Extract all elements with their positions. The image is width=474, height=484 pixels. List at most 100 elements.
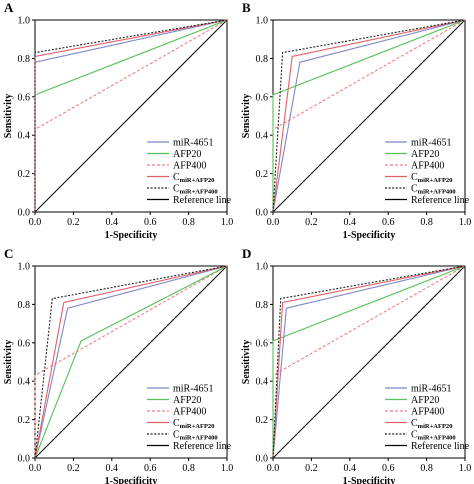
y-tick-label: 0.2 [18,169,31,180]
y-tick-label: 0.2 [18,415,31,426]
series-line-mir-4651 [34,265,228,459]
series-line-c-mir-afp20 [272,265,466,459]
x-axis-label: 1-Specificity [343,476,396,484]
y-tick-label: 0.8 [256,54,269,65]
legend-label: Reference line [173,195,232,206]
legend-label: CmiR+AFP20 [411,418,452,430]
legend: miR-4651AFP20AFP400CmiR+AFP20CmiR+AFP400… [385,138,470,206]
y-axis-label: Sensitivity [3,340,14,384]
legend-subscript: miR+AFP400 [418,189,456,196]
legend-label: CmiR+AFP20 [173,172,214,184]
legend-label: miR-4651 [173,384,214,395]
legend-subscript: miR+AFP400 [180,189,218,196]
y-axis-label: Sensitivity [241,94,252,138]
x-tick-label: 0.2 [67,463,80,474]
x-tick-label: 0.2 [67,217,80,228]
x-tick-label: 1.0 [221,463,234,474]
panel-letter: A [4,0,14,15]
x-tick-label: 0.0 [29,217,42,228]
series-line-afp20 [34,265,228,459]
y-tick-label: 0.4 [256,131,269,142]
series-line-mir-4651 [272,19,466,213]
x-tick-label: 0.4 [344,463,357,474]
legend-label: Reference line [411,441,470,452]
x-tick-label: 1.0 [221,217,234,228]
y-tick-label: 1.0 [256,16,269,27]
legend: miR-4651AFP20AFP400CmiR+AFP20CmiR+AFP400… [147,384,232,452]
y-tick-label: 0.4 [256,377,269,388]
legend-subscript: miR+AFP20 [180,177,215,184]
y-tick-label: 0.0 [256,208,269,219]
series-line-c-mir-afp400 [272,19,466,213]
legend-subscript: miR+AFP20 [418,177,453,184]
legend-label: CmiR+AFP20 [411,172,452,184]
x-tick-label: 0.0 [29,463,42,474]
series-line-mir-4651 [272,265,466,459]
series-line-c-mir-afp400 [34,19,228,212]
x-tick-label: 0.2 [305,217,318,228]
series-line-reference-line [272,19,466,213]
legend-label: AFP400 [173,161,206,172]
y-tick-label: 0.6 [256,338,269,349]
panel-letter: C [4,246,13,261]
legend-label: CmiR+AFP400 [411,184,456,196]
x-tick-label: 0.4 [106,463,119,474]
y-tick-label: 0.2 [256,415,269,426]
legend-label: AFP20 [173,395,201,406]
x-tick-label: 0.8 [182,463,195,474]
y-tick-label: 0.6 [18,92,31,103]
legend-label: AFP400 [411,407,444,418]
legend-label: CmiR+AFP400 [173,430,218,442]
legend-label: AFP400 [411,161,444,172]
x-tick-label: 0.8 [420,217,433,228]
panel-letter: B [242,0,251,15]
y-tick-label: 0.2 [256,169,269,180]
x-tick-label: 0.0 [267,217,280,228]
legend-label: miR-4651 [411,138,452,149]
y-tick-label: 1.0 [18,262,31,273]
x-tick-label: 0.6 [144,217,157,228]
series-line-reference-line [34,19,228,213]
y-tick-label: 1.0 [18,16,31,27]
legend-label: Reference line [411,195,470,206]
panel-a: A 0.0 0.2 0.4 0.6 0.8 1.0 0.0 0.2 0.4 0.6 0.8 1.0 1-S… [3,0,233,241]
y-tick-label: 0.0 [18,208,31,219]
y-tick-label: 0.4 [18,377,31,388]
y-tick-label: 0.0 [18,454,31,465]
x-tick-label: 0.6 [382,217,395,228]
y-tick-label: 0.8 [18,300,31,311]
y-tick-label: 1.0 [256,262,269,273]
panel-letter: D [242,246,251,261]
panel-c: C 0.0 0.2 0.4 0.6 0.8 1.0 0.0 0.2 0.4 0.6 0.8 1.0 1-S… [3,246,233,484]
y-tick-label: 0.6 [256,92,269,103]
x-tick-label: 0.8 [182,217,195,228]
x-axis-label: 1-Specificity [105,476,158,484]
series-line-afp20 [272,265,466,458]
x-tick-label: 1.0 [459,217,472,228]
panel-b: B 0.0 0.2 0.4 0.6 0.8 1.0 0.0 0.2 0.4 0.6 0.8 1.0 1-S… [241,0,471,241]
series-line-reference-line [34,265,228,459]
legend: miR-4651AFP20AFP400CmiR+AFP20CmiR+AFP400… [147,138,232,206]
x-tick-label: 0.4 [344,217,357,228]
legend-label: AFP20 [173,149,201,160]
y-tick-label: 0.4 [18,131,31,142]
legend-subscript: miR+AFP20 [418,423,453,430]
series-line-c-mir-afp20 [272,19,466,213]
plot-frame [34,265,228,459]
y-tick-label: 0.8 [256,300,269,311]
legend-label: miR-4651 [173,138,214,149]
y-tick-label: 0.8 [18,54,31,65]
legend-subscript: miR+AFP20 [180,423,215,430]
series-line-reference-line [272,265,466,459]
legend-label: AFP20 [411,395,439,406]
x-tick-label: 0.8 [420,463,433,474]
legend-subscript: miR+AFP400 [180,435,218,442]
legend-subscript: miR+AFP400 [418,435,456,442]
legend-label: AFP20 [411,149,439,160]
x-tick-label: 1.0 [459,463,472,474]
legend-label: CmiR+AFP400 [411,430,456,442]
series-line-c-mir-afp400 [34,265,228,459]
series-line-c-mir-afp20 [34,265,228,459]
y-axis-label: Sensitivity [3,94,14,138]
